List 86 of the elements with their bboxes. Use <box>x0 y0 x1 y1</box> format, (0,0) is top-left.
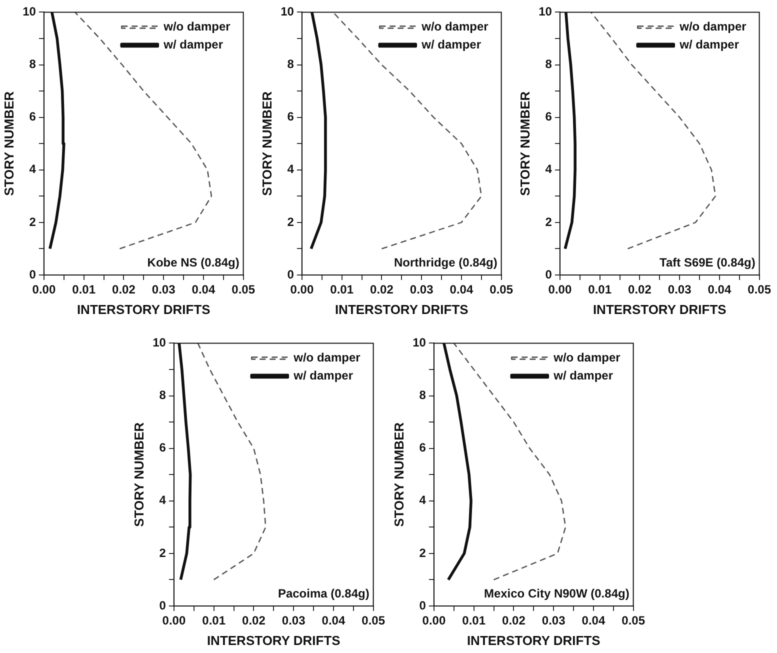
x-tick-label: 0.01 <box>462 614 486 628</box>
y-axis-title: STORY NUMBER <box>517 90 532 196</box>
y-tick-label: 2 <box>287 214 294 229</box>
x-tick-label: 0.04 <box>192 282 216 297</box>
y-tick-label: 8 <box>287 57 294 72</box>
x-tick-label: 0.03 <box>152 282 176 297</box>
legend-label: w/o damper <box>420 20 489 34</box>
legend-label: w/o damper <box>678 20 747 34</box>
x-axis-title: INTERSTORY DRIFTS <box>334 302 469 317</box>
y-tick-label: 2 <box>545 214 552 229</box>
y-tick-label: 0 <box>545 267 552 282</box>
legend-label: w/o damper <box>162 20 231 34</box>
x-tick-label: 0.05 <box>232 282 256 297</box>
legend-label: w/ damper <box>678 38 740 52</box>
y-axis-title: STORY NUMBER <box>1 90 16 196</box>
x-tick-label: 0.04 <box>708 282 732 297</box>
y-tick-label: 2 <box>419 546 426 560</box>
y-axis-title: STORY NUMBER <box>259 90 274 196</box>
y-tick-label: 6 <box>29 110 36 124</box>
x-tick-label: 0.04 <box>450 282 474 297</box>
y-tick-label: 8 <box>159 388 166 402</box>
legend-label: w/ damper <box>420 38 482 52</box>
annotation: Pacoima (0.84g) <box>278 586 370 600</box>
y-tick-label: 4 <box>159 493 166 508</box>
y-tick-label: 4 <box>287 162 294 176</box>
x-tick-label: 0.02 <box>112 282 136 297</box>
x-tick-label: 0.02 <box>628 282 652 297</box>
y-tick-label: 10 <box>152 336 166 350</box>
x-tick-label: 0.01 <box>330 282 354 297</box>
x-tick-label: 0.03 <box>668 282 692 297</box>
x-tick-label: 0.02 <box>242 614 266 628</box>
x-axis-title: INTERSTORY DRIFTS <box>466 632 601 648</box>
x-tick-label: 0.00 <box>32 282 56 297</box>
annotation: Northridge (0.84g) <box>394 255 498 270</box>
x-tick-label: 0.04 <box>582 614 606 628</box>
x-axis-title: INTERSTORY DRIFTS <box>76 302 211 317</box>
legend-label: w/o damper <box>292 350 361 365</box>
legend-label: w/ damper <box>162 38 224 52</box>
x-tick-label: 0.05 <box>362 614 386 628</box>
annotation: Kobe NS (0.84g) <box>147 255 240 270</box>
y-tick-label: 10 <box>538 4 552 19</box>
annotation: Mexico City N90W (0.84g) <box>484 586 630 600</box>
y-tick-label: 0 <box>159 598 166 612</box>
x-tick-label: 0.01 <box>202 614 226 628</box>
y-tick-label: 0 <box>29 267 36 282</box>
x-tick-label: 0.05 <box>490 282 514 297</box>
x-tick-label: 0.00 <box>290 282 314 297</box>
x-tick-label: 0.02 <box>502 614 526 628</box>
y-tick-label: 0 <box>419 598 426 612</box>
x-tick-label: 0.04 <box>322 614 346 628</box>
x-tick-label: 0.05 <box>622 614 646 628</box>
y-axis-title: STORY NUMBER <box>391 422 406 527</box>
y-tick-label: 4 <box>29 162 36 176</box>
x-tick-label: 0.00 <box>422 614 446 628</box>
y-tick-label: 2 <box>29 214 36 229</box>
x-axis-title: INTERSTORY DRIFTS <box>592 302 727 317</box>
x-tick-label: 0.01 <box>72 282 96 297</box>
annotation: Taft S69E (0.84g) <box>660 255 756 270</box>
x-tick-label: 0.03 <box>410 282 434 297</box>
x-tick-label: 0.01 <box>588 282 612 297</box>
x-tick-label: 0.00 <box>548 282 572 297</box>
y-tick-label: 10 <box>280 4 294 19</box>
x-tick-label: 0.00 <box>162 614 186 628</box>
y-tick-label: 8 <box>419 388 426 402</box>
y-tick-label: 8 <box>29 57 36 72</box>
line-series <box>197 343 266 580</box>
y-tick-label: 6 <box>419 440 426 455</box>
y-tick-label: 2 <box>159 546 166 560</box>
y-tick-label: 10 <box>22 4 36 19</box>
x-tick-label: 0.03 <box>542 614 566 628</box>
x-tick-label: 0.02 <box>370 282 394 297</box>
y-tick-label: 4 <box>545 162 552 176</box>
y-tick-label: 6 <box>159 440 166 455</box>
legend-label: w/ damper <box>292 368 354 383</box>
y-tick-label: 6 <box>287 110 294 124</box>
y-tick-label: 10 <box>412 336 426 350</box>
legend-label: w/ damper <box>552 368 614 383</box>
y-axis-title: STORY NUMBER <box>131 422 146 527</box>
y-tick-label: 4 <box>419 493 426 508</box>
y-tick-label: 8 <box>545 57 552 72</box>
x-axis-title: INTERSTORY DRIFTS <box>206 632 341 648</box>
x-tick-label: 0.03 <box>282 614 306 628</box>
y-tick-label: 0 <box>287 267 294 282</box>
legend-label: w/o damper <box>552 350 621 365</box>
x-tick-label: 0.05 <box>748 282 772 297</box>
y-tick-label: 6 <box>545 110 552 124</box>
